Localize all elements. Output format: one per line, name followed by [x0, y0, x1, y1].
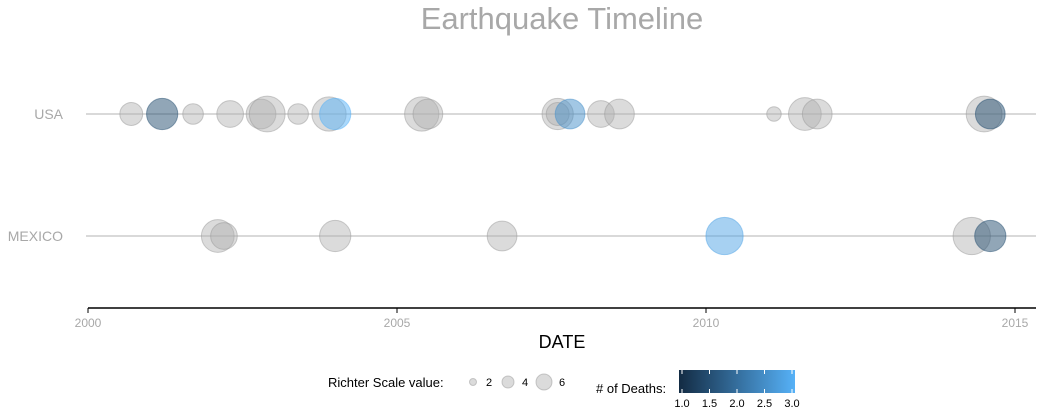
size-legend-title: Richter Scale value:: [328, 375, 444, 390]
data-points: [119, 95, 1007, 256]
point-usa-3: [216, 100, 244, 128]
size-legend-label-2: 2: [486, 377, 492, 389]
color-tick-label-0: 1.0: [674, 398, 689, 410]
point-usa-14: [587, 100, 615, 128]
color-tick-label-4: 3.0: [784, 398, 799, 410]
color-legend-title: # of Deaths:: [596, 381, 666, 396]
color-legend-ticks: 1.0 1.5 2.0 2.5 3.0: [674, 370, 800, 410]
color-legend-bar: [679, 370, 795, 393]
x-tick-label-2000: 2000: [75, 316, 102, 330]
point-usa-15: [604, 98, 635, 130]
x-tick-label-2010: 2010: [693, 316, 720, 330]
point-usa-10: [412, 98, 444, 130]
point-mexico-2: [319, 219, 352, 253]
color-tick-label-3: 2.5: [757, 398, 772, 410]
point-usa-5: [248, 95, 286, 133]
point-usa-4: [245, 98, 277, 130]
size-legend-key-4: [501, 375, 515, 389]
color-tick-label-1: 1.5: [702, 398, 717, 410]
point-mexico-0: [200, 219, 235, 253]
point-usa-13: [554, 98, 586, 130]
point-usa-16: [766, 106, 782, 122]
point-usa-0: [119, 102, 144, 126]
point-mexico-1: [210, 222, 238, 250]
chart-title: Earthquake Timeline: [421, 1, 704, 36]
point-usa-1: [146, 97, 179, 131]
point-usa-6: [287, 103, 309, 125]
point-mexico-4: [705, 216, 744, 256]
x-tick-label-2015: 2015: [1002, 316, 1029, 330]
x-tick-label-2005: 2005: [384, 316, 411, 330]
point-usa-20: [974, 98, 1006, 130]
point-usa-8: [319, 97, 352, 131]
color-tick-label-2: 2.0: [729, 398, 744, 410]
category-label-mexico: MEXICO: [8, 228, 63, 244]
size-legend-key-6: [535, 373, 553, 391]
size-legend-key-2: [469, 378, 477, 386]
point-usa-2: [182, 103, 204, 125]
point-usa-18: [801, 98, 833, 130]
point-mexico-3: [486, 220, 518, 252]
point-usa-9: [404, 96, 440, 132]
point-usa-17: [788, 97, 822, 131]
point-mexico-6: [974, 219, 1007, 253]
size-legend-label-6: 6: [559, 377, 565, 389]
category-label-usa: USA: [34, 106, 63, 122]
size-legend-label-4: 4: [522, 377, 528, 389]
x-axis-title: DATE: [539, 332, 586, 352]
